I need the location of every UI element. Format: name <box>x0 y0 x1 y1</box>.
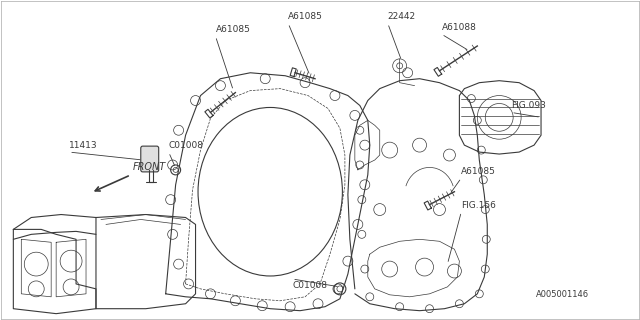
Text: C01008: C01008 <box>169 141 204 150</box>
Text: FIG.093: FIG.093 <box>511 101 546 110</box>
Text: A61088: A61088 <box>442 23 476 32</box>
Text: A61085: A61085 <box>216 25 250 34</box>
Text: A61085: A61085 <box>288 12 323 21</box>
Text: FRONT: FRONT <box>133 162 166 172</box>
Text: 11413: 11413 <box>69 141 98 150</box>
Text: A005001146: A005001146 <box>536 290 589 299</box>
Text: FIG.156: FIG.156 <box>461 201 496 210</box>
Text: C01008: C01008 <box>292 281 327 290</box>
Text: A61085: A61085 <box>461 167 496 176</box>
FancyBboxPatch shape <box>141 146 159 172</box>
Text: 22442: 22442 <box>388 12 416 21</box>
